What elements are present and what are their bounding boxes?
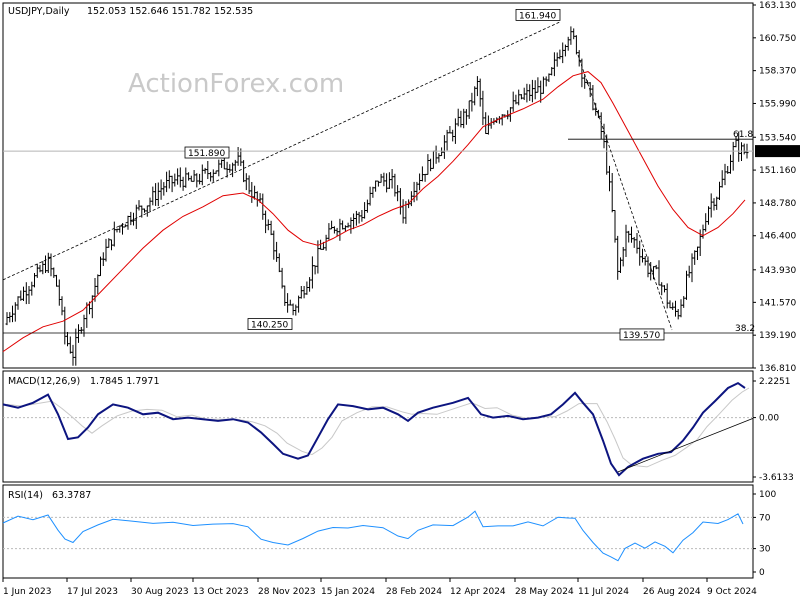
price-axis-label: 163.130 (759, 1, 796, 11)
x-axis-label: 26 Aug 2024 (643, 587, 701, 597)
rsi-pane (2, 484, 754, 579)
moving-average-line (2, 71, 746, 353)
x-axis-label: 28 Feb 2024 (386, 587, 442, 597)
price-axis-label: 155.990 (759, 100, 796, 110)
x-axis-label: 1 Jun 2023 (3, 587, 51, 597)
x-axis-label: 9 Oct 2024 (707, 587, 757, 597)
annotation-box (184, 146, 230, 159)
price-axis-label: 136.810 (759, 364, 796, 374)
downtrend-dashed-line (577, 54, 673, 331)
annotation-label: 161.940 (519, 11, 556, 21)
x-axis-label: 28 Nov 2023 (258, 587, 316, 597)
current-price-box (755, 145, 800, 158)
rsi-header-values: 63.3787 (52, 490, 91, 501)
price-axis-label: 143.930 (759, 266, 796, 276)
price-header-values: 152.053 152.646 151.782 152.535 (87, 6, 253, 17)
macd-layer (2, 381, 754, 477)
macd-axis-label: 0.00 (759, 414, 779, 424)
annotation-label: 140.250 (251, 321, 288, 331)
rsi-axis-label: 100 (759, 490, 776, 500)
price-pane (2, 2, 754, 369)
price-header-symbol: USDJPY,Daily (8, 6, 70, 17)
fib-label: 61.8 (733, 130, 753, 140)
price-axis-label: 146.400 (759, 232, 796, 242)
x-axis-label: 11 Jul 2024 (578, 587, 629, 597)
price-axis-label: 148.780 (759, 199, 796, 209)
price-axis-label: 153.540 (759, 133, 796, 143)
x-axis-label: 15 Jan 2024 (321, 587, 375, 597)
x-axis-label: 13 Oct 2023 (193, 587, 249, 597)
x-axis-label: 30 Aug 2023 (131, 587, 189, 597)
price-layer: 61.8 38.2 151.890 161.940 140.250 139.570 (2, 9, 755, 366)
macd-header-values: 1.7845 1.7971 (90, 376, 160, 387)
x-axis-label: 28 May 2024 (515, 587, 574, 597)
x-axis-label: 12 Apr 2024 (450, 587, 506, 597)
annotation-box (515, 9, 561, 21)
price-axis-label: 160.750 (759, 34, 796, 44)
annotation-label: 151.890 (188, 149, 225, 159)
x-axis-label: 17 Jul 2023 (67, 587, 118, 597)
annotation-label: 139.570 (623, 331, 660, 341)
macd-main-line (2, 381, 746, 477)
rsi-line (2, 510, 744, 562)
macd-trendline (617, 418, 754, 473)
rsi-axis-label: 70 (759, 513, 771, 523)
macd-pane (2, 370, 754, 483)
annotation-box (619, 328, 665, 341)
watermark: ActionForex.com (128, 69, 344, 99)
current-price-label: 152.535 (758, 147, 799, 157)
rsi-axis-label: 0 (759, 568, 765, 578)
rsi-header-name: RSI(14) (8, 490, 43, 501)
macd-axis-label: 2.2251 (759, 377, 791, 387)
macd-header-name: MACD(12,26,9) (8, 376, 80, 387)
price-axis-label: 141.570 (759, 298, 796, 308)
rsi-axis-label: 30 (759, 545, 771, 555)
price-axis-label: 151.160 (759, 166, 796, 176)
macd-axis-label: -3.6133 (759, 473, 794, 483)
fib-label: 38.2 (735, 324, 755, 334)
annotation-box (247, 318, 293, 330)
uptrend-dashed-line (2, 21, 562, 281)
rsi-layer (2, 510, 753, 562)
price-axis-label: 158.370 (759, 67, 796, 77)
price-axis-label: 139.190 (759, 331, 796, 341)
